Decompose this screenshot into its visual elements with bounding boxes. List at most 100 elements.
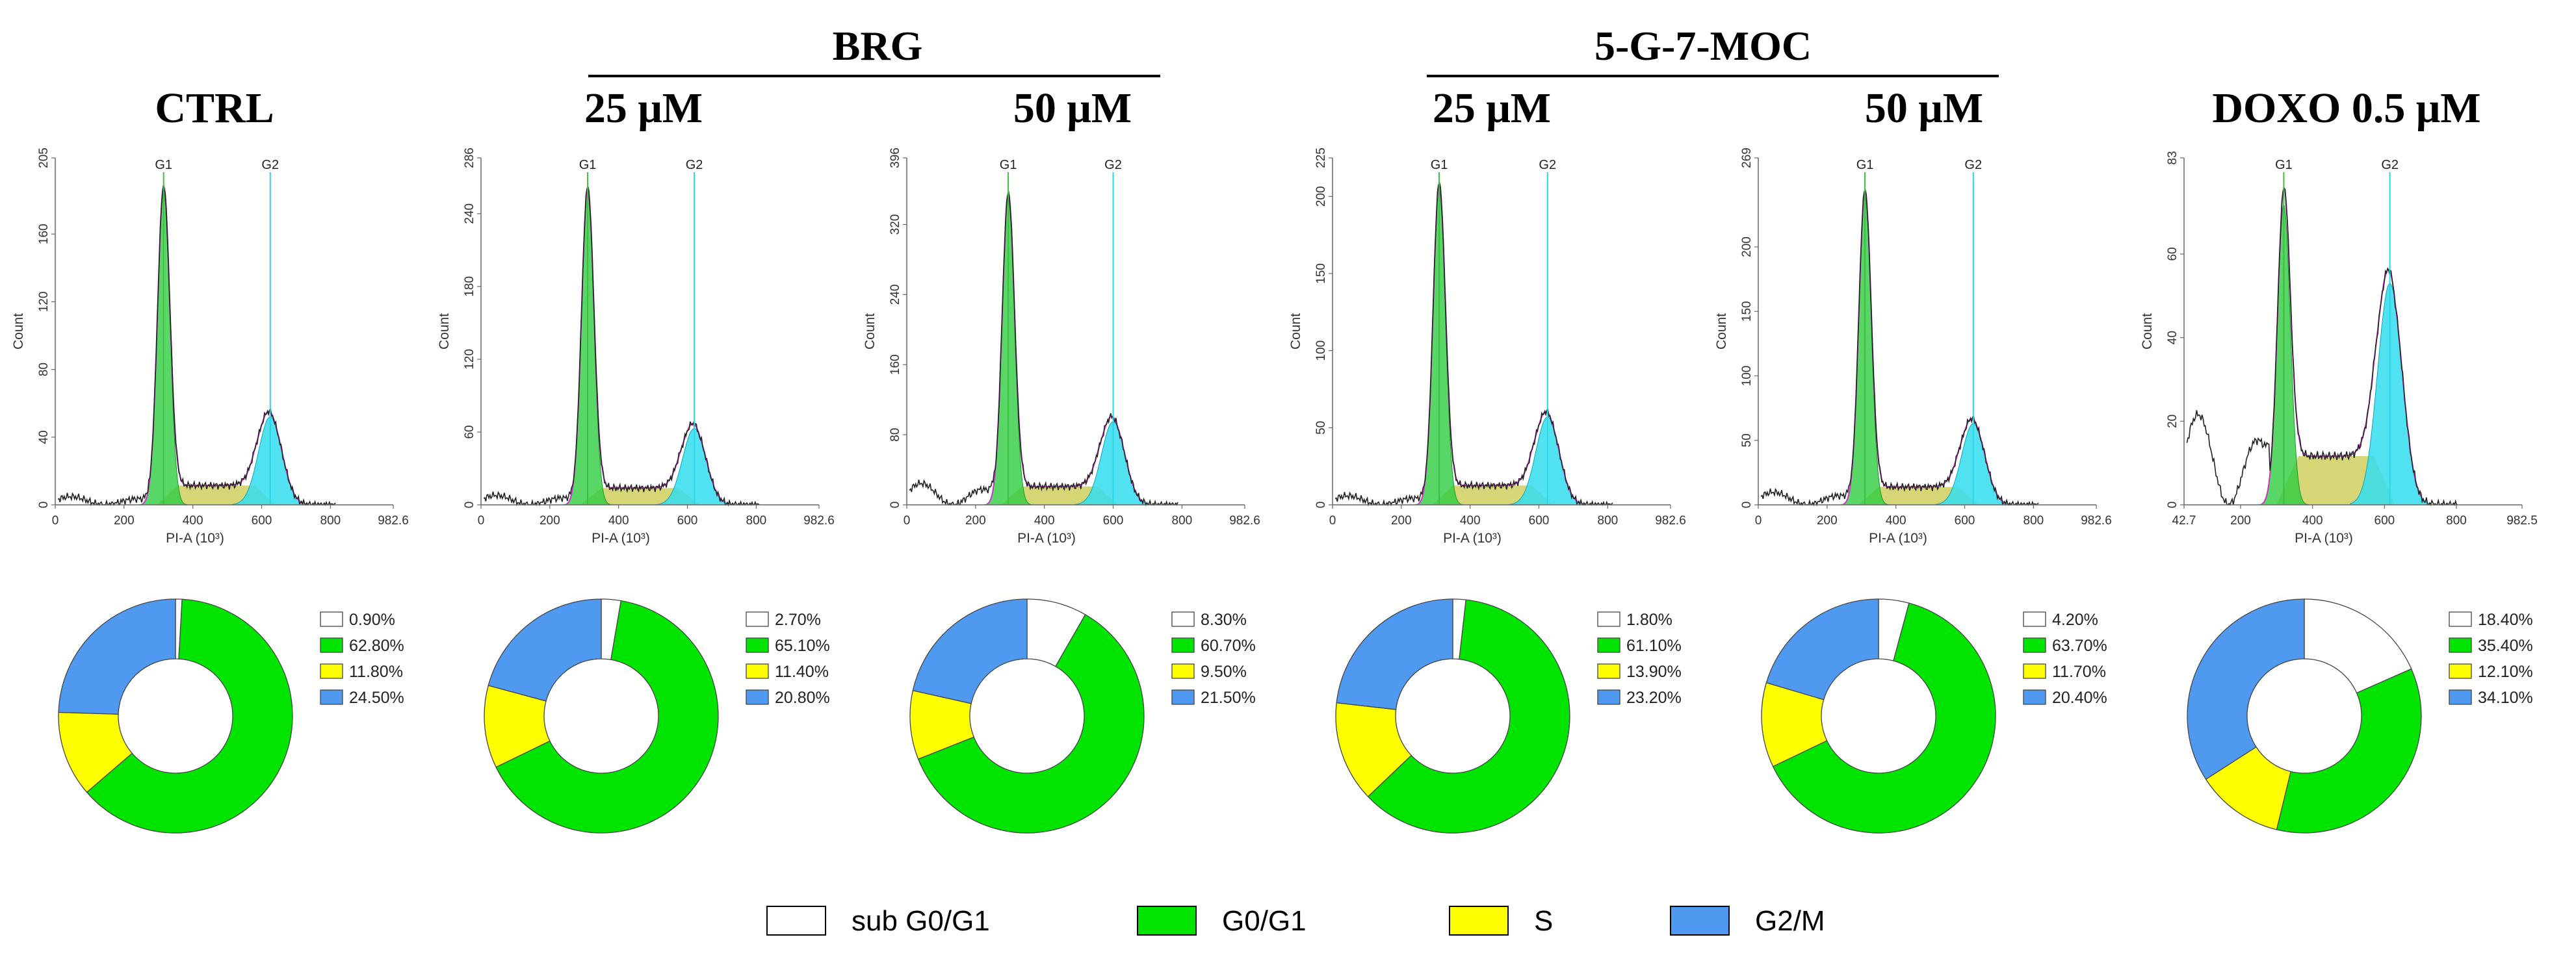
legend-label-sub-g0-g1: sub G0/G1 xyxy=(852,905,990,937)
panel-2-pie-legend-swatch xyxy=(746,689,769,705)
panel-5-marker-g1-label: G1 xyxy=(1856,158,1874,172)
panel-6-donut-slice-g2-m xyxy=(2187,598,2305,780)
panel-1-pie-legend-swatch xyxy=(320,663,343,679)
panel-5-x-tick-label: 600 xyxy=(1955,514,1975,528)
panel-2-y-tick-label: 0 xyxy=(463,502,476,509)
panel-1-x-tick-label: 800 xyxy=(320,514,341,528)
panel-6-pie-legend-swatch xyxy=(2449,689,2472,705)
panel-2-y-tick-label: 120 xyxy=(463,349,476,370)
panel-6-x-tick-label: 600 xyxy=(2374,514,2395,528)
panel-2-y-tick-label: 60 xyxy=(463,425,476,439)
panel-2-marker-g1-label: G1 xyxy=(579,158,597,172)
panel-2-y-tick-label: 240 xyxy=(463,203,476,224)
panel-3-histogram-line xyxy=(909,190,1178,507)
panel-5-pie-legend-value: 11.70% xyxy=(2052,663,2106,681)
panel-6-pie-legend-value: 34.10% xyxy=(2478,689,2533,707)
panel-4-y-tick-label: 200 xyxy=(1314,186,1328,207)
panel-6-y-tick-label: 0 xyxy=(2166,502,2179,509)
panel-4-x-tick-label: 200 xyxy=(1391,514,1412,528)
panel-1-y-tick-label: 0 xyxy=(37,502,51,509)
panel-5-x-tick-label: 200 xyxy=(1817,514,1838,528)
panel-3-donut-slice-g2-m xyxy=(912,598,1028,704)
panel-4-pie-legend-value: 1.80% xyxy=(1626,611,1672,629)
panel-3-pie-legend-swatch xyxy=(1171,663,1195,679)
legend-swatch-g2-m xyxy=(1670,906,1730,936)
panel-6-pie-legend-swatch xyxy=(2449,663,2472,679)
panel-3-x-tick-label: 982.6 xyxy=(1229,514,1260,528)
panel-1-y-tick-label: 160 xyxy=(37,224,51,244)
panel-1: CTRL G1 G2 0 200 400 600 800 982.6 0 40 80 120 160 205… xyxy=(11,84,409,834)
panel-1-pie-legend-value: 24.50% xyxy=(349,689,404,707)
panel-2-donut-slice-g0-g1 xyxy=(495,600,719,834)
panel-4-marker-g1-label: G1 xyxy=(1431,158,1448,172)
panel-2-histogram-line xyxy=(483,185,760,507)
panel-5-y-tick-label: 0 xyxy=(1740,502,1754,509)
panel-5-pie-legend-value: 63.70% xyxy=(2052,637,2107,655)
panel-1-pie-legend-value: 11.80% xyxy=(349,663,403,681)
panel-5-donut-slice-g0-g1 xyxy=(1772,602,1996,834)
panel-1-x-tick-label: 600 xyxy=(252,514,272,528)
panel-6-y-tick-label: 20 xyxy=(2166,415,2179,428)
legend-label-g0-g1: G0/G1 xyxy=(1222,905,1307,937)
panel-1-y-tick-label: 80 xyxy=(37,363,51,376)
legend-swatch-sub-g0-g1 xyxy=(766,906,826,936)
panel-6-pie-legend-swatch xyxy=(2449,611,2472,627)
panel-3-x-axis-label: PI-A (10³) xyxy=(1017,531,1076,546)
panel-1-pie-legend-swatch xyxy=(320,637,343,653)
panel-6-x-axis-label: PI-A (10³) xyxy=(2295,531,2353,546)
panel-5-pie-legend-swatch xyxy=(2023,663,2046,679)
panel-3-x-tick-label: 600 xyxy=(1103,514,1124,528)
panel-4-x-tick-label: 600 xyxy=(1529,514,1550,528)
panel-5-title: 50 μM xyxy=(1865,84,1983,132)
panel-2-pie-legend-value: 20.80% xyxy=(775,689,830,707)
panel-4-pie-legend-swatch xyxy=(1597,611,1620,627)
panel-5-y-tick-label: 150 xyxy=(1740,301,1754,322)
panel-4-x-tick-label: 400 xyxy=(1460,514,1481,528)
panel-4-pie-legend-swatch xyxy=(1597,637,1620,653)
panel-5-marker-g2-label: G2 xyxy=(1964,158,1982,172)
panel-3-y-tick-label: 160 xyxy=(889,354,902,375)
panel-2-y-tick-label: 180 xyxy=(463,276,476,297)
panel-1-x-tick-label: 200 xyxy=(114,514,135,528)
panel-3-x-tick-label: 400 xyxy=(1034,514,1055,528)
panel-1-x-tick-label: 0 xyxy=(52,514,59,528)
panel-5-x-tick-label: 0 xyxy=(1755,514,1762,528)
panel-2-x-tick-label: 200 xyxy=(540,514,560,528)
panel-1-pie-legend-swatch xyxy=(320,689,343,705)
panel-2-x-tick-label: 0 xyxy=(478,514,485,528)
panel-5-pie-legend-value: 20.40% xyxy=(2052,689,2107,707)
panel-3-pie-legend-value: 60.70% xyxy=(1201,637,1256,655)
panel-5-histogram-line xyxy=(1760,188,2039,507)
panel-5-y-tick-label: 269 xyxy=(1740,147,1754,168)
panel-6: DOXO 0.5 μM G1 G2 42.7 200 400 600 800 982.5 0 20 4… xyxy=(2140,84,2538,834)
panel-2-pie-legend-value: 2.70% xyxy=(775,611,821,629)
panel-5-x-tick-label: 800 xyxy=(2023,514,2044,528)
panel-6-y-tick-label: 40 xyxy=(2166,331,2179,344)
panel-4-x-tick-label: 800 xyxy=(1598,514,1619,528)
panel-4-histogram-line xyxy=(1334,181,1613,507)
panel-5-pie-legend-swatch xyxy=(2023,611,2046,627)
panel-6-x-tick-label: 400 xyxy=(2302,514,2323,528)
panel-5-pie-legend-value: 4.20% xyxy=(2052,611,2098,629)
group-label-5-g-7-moc: 5-G-7-MOC xyxy=(1594,23,1812,69)
treatment-groups: BRG 5-G-7-MOC xyxy=(588,23,1999,77)
panel-5-y-tick-label: 50 xyxy=(1740,433,1754,447)
panel-6-pie-legend-swatch xyxy=(2449,637,2472,653)
phase-legend: sub G0/G1 G0/G1 S G2/M xyxy=(766,905,1825,937)
panel-3-title: 50 μM xyxy=(1013,84,1132,132)
panel-2: 25 μM G1 G2 0 200 400 600 800 982.6 0 60 120 180 240 2… xyxy=(437,84,835,834)
panel-6-y-tick-label: 60 xyxy=(2166,247,2179,261)
panel-3-y-tick-label: 320 xyxy=(889,214,902,235)
panel-4-pie-legend-value: 23.20% xyxy=(1626,689,1682,707)
panel-1-pie-legend-value: 62.80% xyxy=(349,637,404,655)
panel-1-pie-legend-swatch xyxy=(320,611,343,627)
panel-1-pie-legend-value: 0.90% xyxy=(349,611,395,629)
panel-4-y-tick-label: 225 xyxy=(1314,147,1328,168)
panel-4-x-tick-label: 0 xyxy=(1329,514,1336,528)
panel-3-donut-slice-g0-g1 xyxy=(917,614,1145,834)
panel-6-pie-legend-value: 35.40% xyxy=(2478,637,2533,655)
panel-4-pie-legend-value: 61.10% xyxy=(1626,637,1682,655)
panel-4-y-tick-label: 50 xyxy=(1314,421,1328,435)
